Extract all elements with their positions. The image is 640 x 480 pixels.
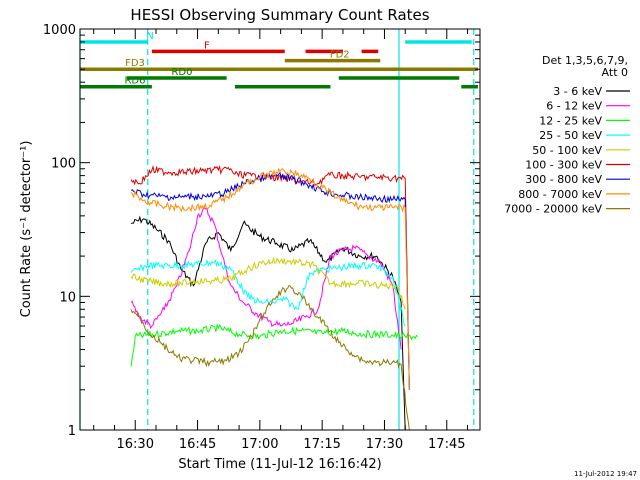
legend-label-3-6-kev: 3 - 6 keV	[553, 85, 602, 98]
x-tick-label: 17:45	[428, 437, 465, 452]
flag-label-rd0: RD0	[171, 67, 192, 78]
x-tick-label: 17:15	[303, 437, 340, 452]
x-tick-label: 16:45	[179, 437, 216, 452]
flag-label-fd2: FD2	[330, 50, 350, 61]
x-axis-label: Start Time (11-Jul-12 16:16:42)	[178, 457, 381, 472]
legend-label-800-7000-kev: 800 - 7000 keV	[518, 188, 602, 201]
time-markers	[79, 29, 475, 430]
chart-title: HESSI Observing Summary Count Rates	[130, 6, 429, 24]
series-line-100-300-kev	[130, 164, 410, 390]
legend-header-line-1: Det 1,3,5,6,7,9,	[542, 54, 628, 67]
series-line-3-6-kev	[130, 215, 406, 430]
axes: 1 10 100 1000 16:30 16:45 17:00 17:15 17:30 17:45	[43, 23, 481, 452]
series-group	[130, 164, 419, 430]
flag-label-n: N	[146, 31, 153, 42]
series-line-300-800-kev	[130, 171, 410, 390]
series-line-12-25-kev	[130, 322, 419, 367]
x-tick-label: 17:30	[366, 437, 403, 452]
flag-label-fd3: FD3	[125, 58, 145, 69]
y-tick-label: 100	[51, 157, 76, 172]
flag-label-f: F	[204, 40, 210, 51]
y-tick-label: 1000	[43, 23, 76, 38]
legend-label-6-12-kev: 6 - 12 keV	[546, 100, 602, 113]
y-tick-label: 10	[59, 290, 76, 305]
series-line-50-100-kev	[130, 256, 406, 310]
series-line-25-50-kev	[130, 259, 406, 327]
series-line-7000-20000-kev	[130, 285, 410, 430]
y-tick-label: 1	[68, 424, 76, 439]
series-line-800-7000-kev	[130, 167, 410, 390]
legend-label-300-800-kev: 300 - 800 keV	[525, 173, 602, 186]
legend-label-25-50-kev: 25 - 50 keV	[539, 129, 602, 142]
state-flags: N F FD2 FD3 RD0 RD6	[80, 31, 478, 89]
legend-label-7000-20000-kev: 7000 - 20000 keV	[504, 203, 602, 216]
footer-timestamp: 11-Jul-2012 19:47	[574, 470, 637, 478]
x-tick-label: 16:30	[117, 437, 154, 452]
flag-label-rd6: RD6	[124, 76, 145, 87]
y-axis-label: Count Rate (s⁻¹ detector⁻¹)	[19, 141, 34, 318]
legend-label-50-100-kev: 50 - 100 keV	[532, 144, 602, 157]
legend-header-line-2: Att 0	[602, 66, 628, 79]
legend-label-100-300-kev: 100 - 300 keV	[525, 159, 602, 172]
legend-label-12-25-kev: 12 - 25 keV	[539, 114, 602, 127]
x-tick-label: 17:00	[241, 437, 278, 452]
plot-frame	[79, 28, 481, 431]
series-line-6-12-kev	[130, 207, 402, 350]
